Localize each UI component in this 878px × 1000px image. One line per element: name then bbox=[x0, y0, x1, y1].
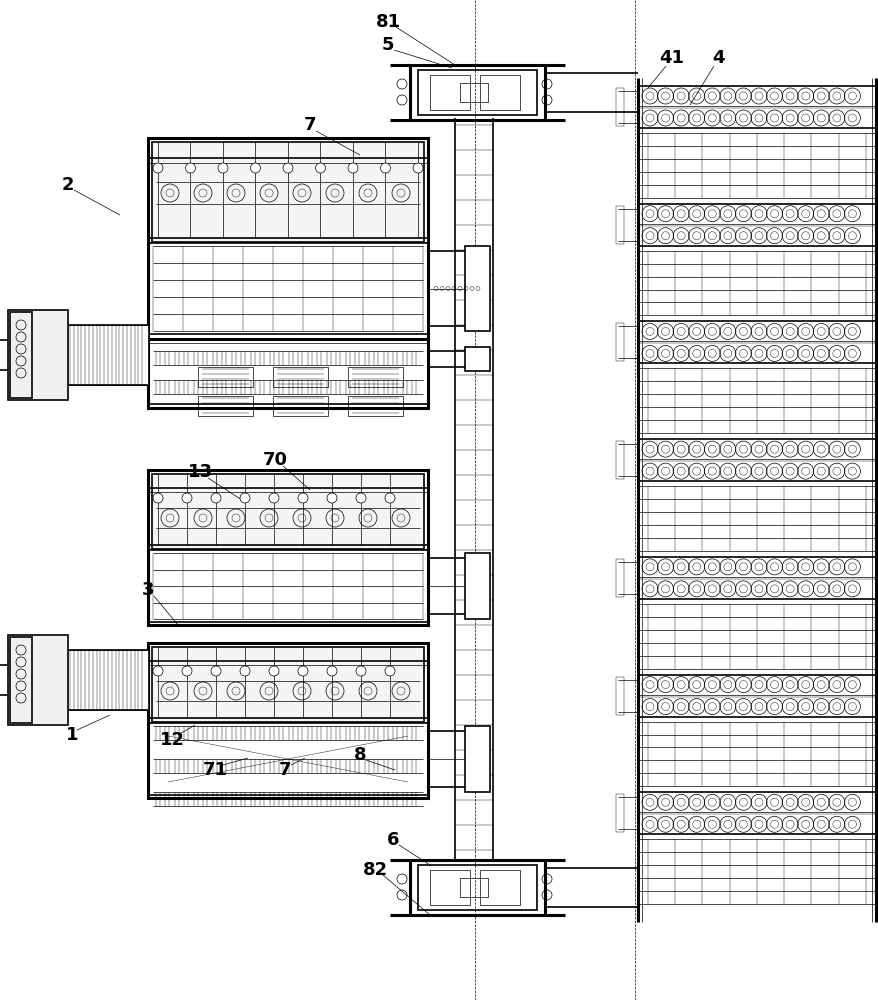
Circle shape bbox=[327, 493, 336, 503]
Bar bbox=[198, 367, 253, 387]
Text: 12: 12 bbox=[159, 731, 184, 749]
Bar bbox=[348, 396, 402, 416]
Text: 70: 70 bbox=[263, 451, 287, 469]
Bar bbox=[68, 325, 148, 385]
Circle shape bbox=[413, 163, 422, 173]
Text: 13: 13 bbox=[187, 463, 212, 481]
Bar bbox=[348, 367, 402, 387]
Circle shape bbox=[240, 666, 249, 676]
Bar bbox=[273, 396, 327, 416]
Bar bbox=[459, 83, 487, 102]
Text: 8: 8 bbox=[353, 746, 366, 764]
Text: 5: 5 bbox=[381, 36, 394, 54]
Bar bbox=[615, 441, 623, 479]
Bar bbox=[615, 206, 623, 244]
Circle shape bbox=[269, 493, 278, 503]
Text: 3: 3 bbox=[141, 581, 154, 599]
Circle shape bbox=[283, 163, 292, 173]
Text: 82: 82 bbox=[362, 861, 387, 879]
Circle shape bbox=[385, 493, 394, 503]
Circle shape bbox=[356, 666, 365, 676]
Circle shape bbox=[240, 493, 249, 503]
Text: 71: 71 bbox=[202, 761, 227, 779]
Circle shape bbox=[327, 666, 336, 676]
Bar bbox=[615, 559, 623, 597]
Bar bbox=[10, 312, 32, 398]
Circle shape bbox=[218, 163, 227, 173]
Circle shape bbox=[298, 493, 307, 503]
Bar bbox=[148, 643, 428, 798]
Text: 81: 81 bbox=[375, 13, 400, 31]
Circle shape bbox=[182, 666, 191, 676]
Bar bbox=[418, 865, 536, 910]
Bar bbox=[479, 870, 520, 905]
Bar bbox=[273, 367, 327, 387]
Bar bbox=[152, 142, 423, 242]
Bar bbox=[615, 794, 623, 832]
Circle shape bbox=[211, 666, 220, 676]
Bar bbox=[429, 870, 470, 905]
Circle shape bbox=[356, 493, 365, 503]
Bar bbox=[68, 650, 148, 710]
Circle shape bbox=[315, 163, 325, 173]
Text: 7: 7 bbox=[304, 116, 316, 134]
Bar bbox=[429, 75, 470, 110]
Text: 4: 4 bbox=[711, 49, 723, 67]
Circle shape bbox=[298, 666, 307, 676]
Bar bbox=[615, 677, 623, 715]
Text: 2: 2 bbox=[61, 176, 74, 194]
Text: 41: 41 bbox=[658, 49, 684, 67]
Bar bbox=[418, 70, 536, 115]
Circle shape bbox=[380, 163, 390, 173]
Circle shape bbox=[153, 493, 162, 503]
Circle shape bbox=[250, 163, 260, 173]
Bar bbox=[464, 553, 489, 619]
Bar bbox=[152, 474, 423, 549]
Bar bbox=[152, 647, 423, 722]
Bar bbox=[464, 347, 489, 371]
Bar bbox=[8, 635, 68, 725]
Bar bbox=[148, 138, 428, 408]
Circle shape bbox=[348, 163, 357, 173]
Text: 7: 7 bbox=[278, 761, 291, 779]
Bar bbox=[464, 726, 489, 792]
Bar bbox=[464, 246, 489, 331]
Circle shape bbox=[153, 666, 162, 676]
Circle shape bbox=[385, 666, 394, 676]
Bar bbox=[479, 75, 520, 110]
Circle shape bbox=[185, 163, 195, 173]
Circle shape bbox=[211, 493, 220, 503]
Bar bbox=[8, 310, 68, 400]
Bar bbox=[615, 88, 623, 126]
Bar bbox=[615, 323, 623, 361]
Bar bbox=[459, 878, 487, 897]
Text: 1: 1 bbox=[66, 726, 78, 744]
Text: 6: 6 bbox=[386, 831, 399, 849]
Bar bbox=[148, 470, 428, 625]
Circle shape bbox=[153, 163, 162, 173]
Circle shape bbox=[182, 493, 191, 503]
Bar bbox=[10, 637, 32, 723]
Bar bbox=[198, 396, 253, 416]
Circle shape bbox=[269, 666, 278, 676]
